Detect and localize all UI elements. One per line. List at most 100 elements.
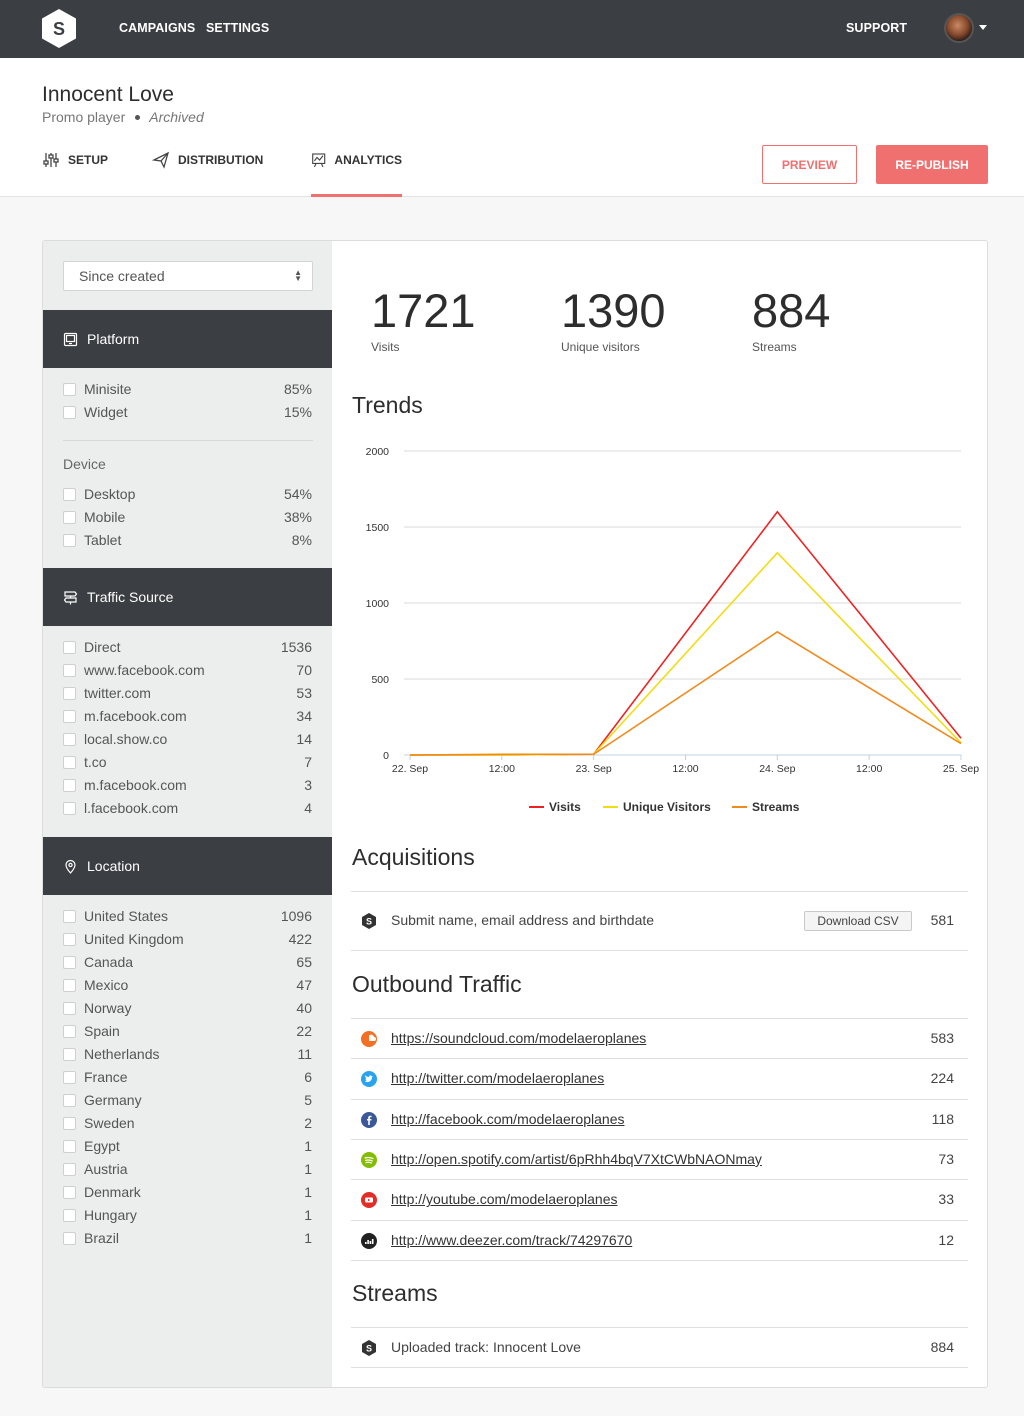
filter-checkbox[interactable] [63,1186,76,1199]
filter-checkbox[interactable] [63,1209,76,1222]
outbound-url-link[interactable]: http://twitter.com/modelaeroplanes [391,1070,605,1087]
filter-checkbox[interactable] [63,756,76,769]
filter-checkbox[interactable] [63,710,76,723]
outbound-url-link[interactable]: http://youtube.com/modelaeroplanes [391,1191,618,1208]
filter-checkbox[interactable] [63,534,76,547]
stream-row: S Uploaded track: Innocent Love 884 [351,1328,968,1368]
filter-checkbox[interactable] [63,687,76,700]
filter-value: 1 [304,1161,312,1177]
filter-value: 3 [304,777,312,793]
nav-campaigns-link[interactable]: CAMPAIGNS [119,21,196,35]
filter-checkbox[interactable] [63,733,76,746]
acquisition-row: S Submit name, email address and birthda… [351,901,968,941]
location-filter-row[interactable]: Spain 22 [63,1022,313,1042]
location-filter-row[interactable]: United Kingdom 422 [63,930,313,950]
filter-value: 65 [296,954,312,970]
divider [351,1327,968,1328]
filter-checkbox[interactable] [63,1094,76,1107]
filter-label: Desktop [84,486,136,502]
device-filter-row[interactable]: Desktop 54% [63,485,313,505]
device-filter-row[interactable]: Tablet 8% [63,531,313,551]
streams-stat-label: Streams [752,340,797,354]
account-dropdown-caret-icon[interactable] [979,25,987,30]
traffic-source-filter-row[interactable]: m.facebook.com 3 [63,776,313,796]
filter-checkbox[interactable] [63,1163,76,1176]
deezer-icon [361,1232,377,1249]
traffic-source-filter-row[interactable]: twitter.com 53 [63,684,313,704]
tab-analytics[interactable]: ANALYTICS [311,153,402,197]
location-filter-row[interactable]: Brazil 1 [63,1229,313,1249]
period-select[interactable]: Since created ▲ ▼ [63,261,313,291]
location-filter-row[interactable]: Hungary 1 [63,1206,313,1226]
filter-value: 14 [296,731,312,747]
filter-checkbox[interactable] [63,779,76,792]
filter-checkbox[interactable] [63,956,76,969]
filter-checkbox[interactable] [63,802,76,815]
outbound-click-count: 73 [938,1150,954,1167]
location-filter-row[interactable]: Mexico 47 [63,976,313,996]
traffic-source-filter-row[interactable]: t.co 7 [63,753,313,773]
filter-checkbox[interactable] [63,641,76,654]
traffic-source-filter-row[interactable]: www.facebook.com 70 [63,661,313,681]
filter-checkbox[interactable] [63,979,76,992]
nav-support-link[interactable]: SUPPORT [846,21,908,35]
filter-label: Widget [84,404,128,420]
filter-checkbox[interactable] [63,1071,76,1084]
user-avatar[interactable] [944,13,974,43]
filter-checkbox[interactable] [63,383,76,396]
filter-checkbox[interactable] [63,1025,76,1038]
brand-logo-icon[interactable]: S [41,8,77,49]
tab-setup[interactable]: SETUP [42,153,112,197]
outbound-url-link[interactable]: http://open.spotify.com/artist/6pRhh4bqV… [391,1150,762,1167]
location-filter-row[interactable]: Denmark 1 [63,1183,313,1203]
filter-checkbox[interactable] [63,488,76,501]
traffic-source-filter-row[interactable]: m.facebook.com 34 [63,707,313,727]
platform-filter-row[interactable]: Minisite 85% [63,380,313,400]
outbound-url-link[interactable]: https://soundcloud.com/modelaeroplanes [391,1030,647,1046]
outbound-url-link[interactable]: http://facebook.com/modelaeroplanes [391,1110,625,1127]
traffic-source-section-header: Traffic Source [43,568,332,626]
filter-checkbox[interactable] [63,664,76,677]
republish-button[interactable]: RE-PUBLISH [876,145,988,184]
filter-checkbox[interactable] [63,1232,76,1245]
divider [351,1138,968,1140]
traffic-source-filter-row[interactable]: l.facebook.com 4 [63,799,313,819]
filter-checkbox[interactable] [63,511,76,524]
show-co-icon: S [362,913,376,929]
location-filter-row[interactable]: Egypt 1 [63,1137,313,1157]
filter-label: twitter.com [84,685,151,701]
filter-label: Direct [84,639,121,655]
filter-value: 38% [283,509,312,525]
filter-checkbox[interactable] [63,910,76,923]
location-filter-row[interactable]: United States 1096 [63,907,313,927]
location-filter-row[interactable]: Sweden 2 [63,1114,313,1134]
filter-checkbox[interactable] [63,1140,76,1153]
traffic-source-filter-row[interactable]: local.show.co 14 [63,730,313,750]
divider [351,1098,968,1100]
device-filter-row[interactable]: Mobile 38% [63,508,313,528]
filter-checkbox[interactable] [63,406,76,419]
filter-checkbox[interactable] [63,1002,76,1015]
location-filter-row[interactable]: France 6 [63,1068,313,1088]
x-tick-label: 23. Sep [576,763,612,775]
location-filter-row[interactable]: Netherlands 11 [63,1045,313,1065]
outbound-url-link[interactable]: http://www.deezer.com/track/74297670 [391,1231,633,1248]
top-navigation-bar: S CAMPAIGNS SETTINGS SUPPORT [0,0,1024,58]
sliders-icon [43,153,59,167]
tab-distribution[interactable]: DISTRIBUTION [152,151,264,197]
y-tick-label: 0 [383,750,389,762]
location-filter-row[interactable]: Canada 65 [63,953,313,973]
location-filter-row[interactable]: Norway 40 [63,999,313,1019]
traffic-source-filter-row[interactable]: Direct 1536 [63,638,313,658]
platform-filter-row[interactable]: Widget 15% [63,403,313,423]
visits-stat-label: Visits [371,340,400,354]
filter-checkbox[interactable] [63,1048,76,1061]
preview-button[interactable]: PREVIEW [762,145,857,184]
filter-checkbox[interactable] [63,1117,76,1130]
location-filter-row[interactable]: Austria 1 [63,1160,313,1180]
download-csv-button[interactable]: Download CSV [804,911,912,931]
acquisitions-title: Acquisitions [352,844,475,870]
location-filter-row[interactable]: Germany 5 [63,1091,313,1111]
filter-checkbox[interactable] [63,933,76,946]
nav-settings-link[interactable]: SETTINGS [206,21,270,35]
